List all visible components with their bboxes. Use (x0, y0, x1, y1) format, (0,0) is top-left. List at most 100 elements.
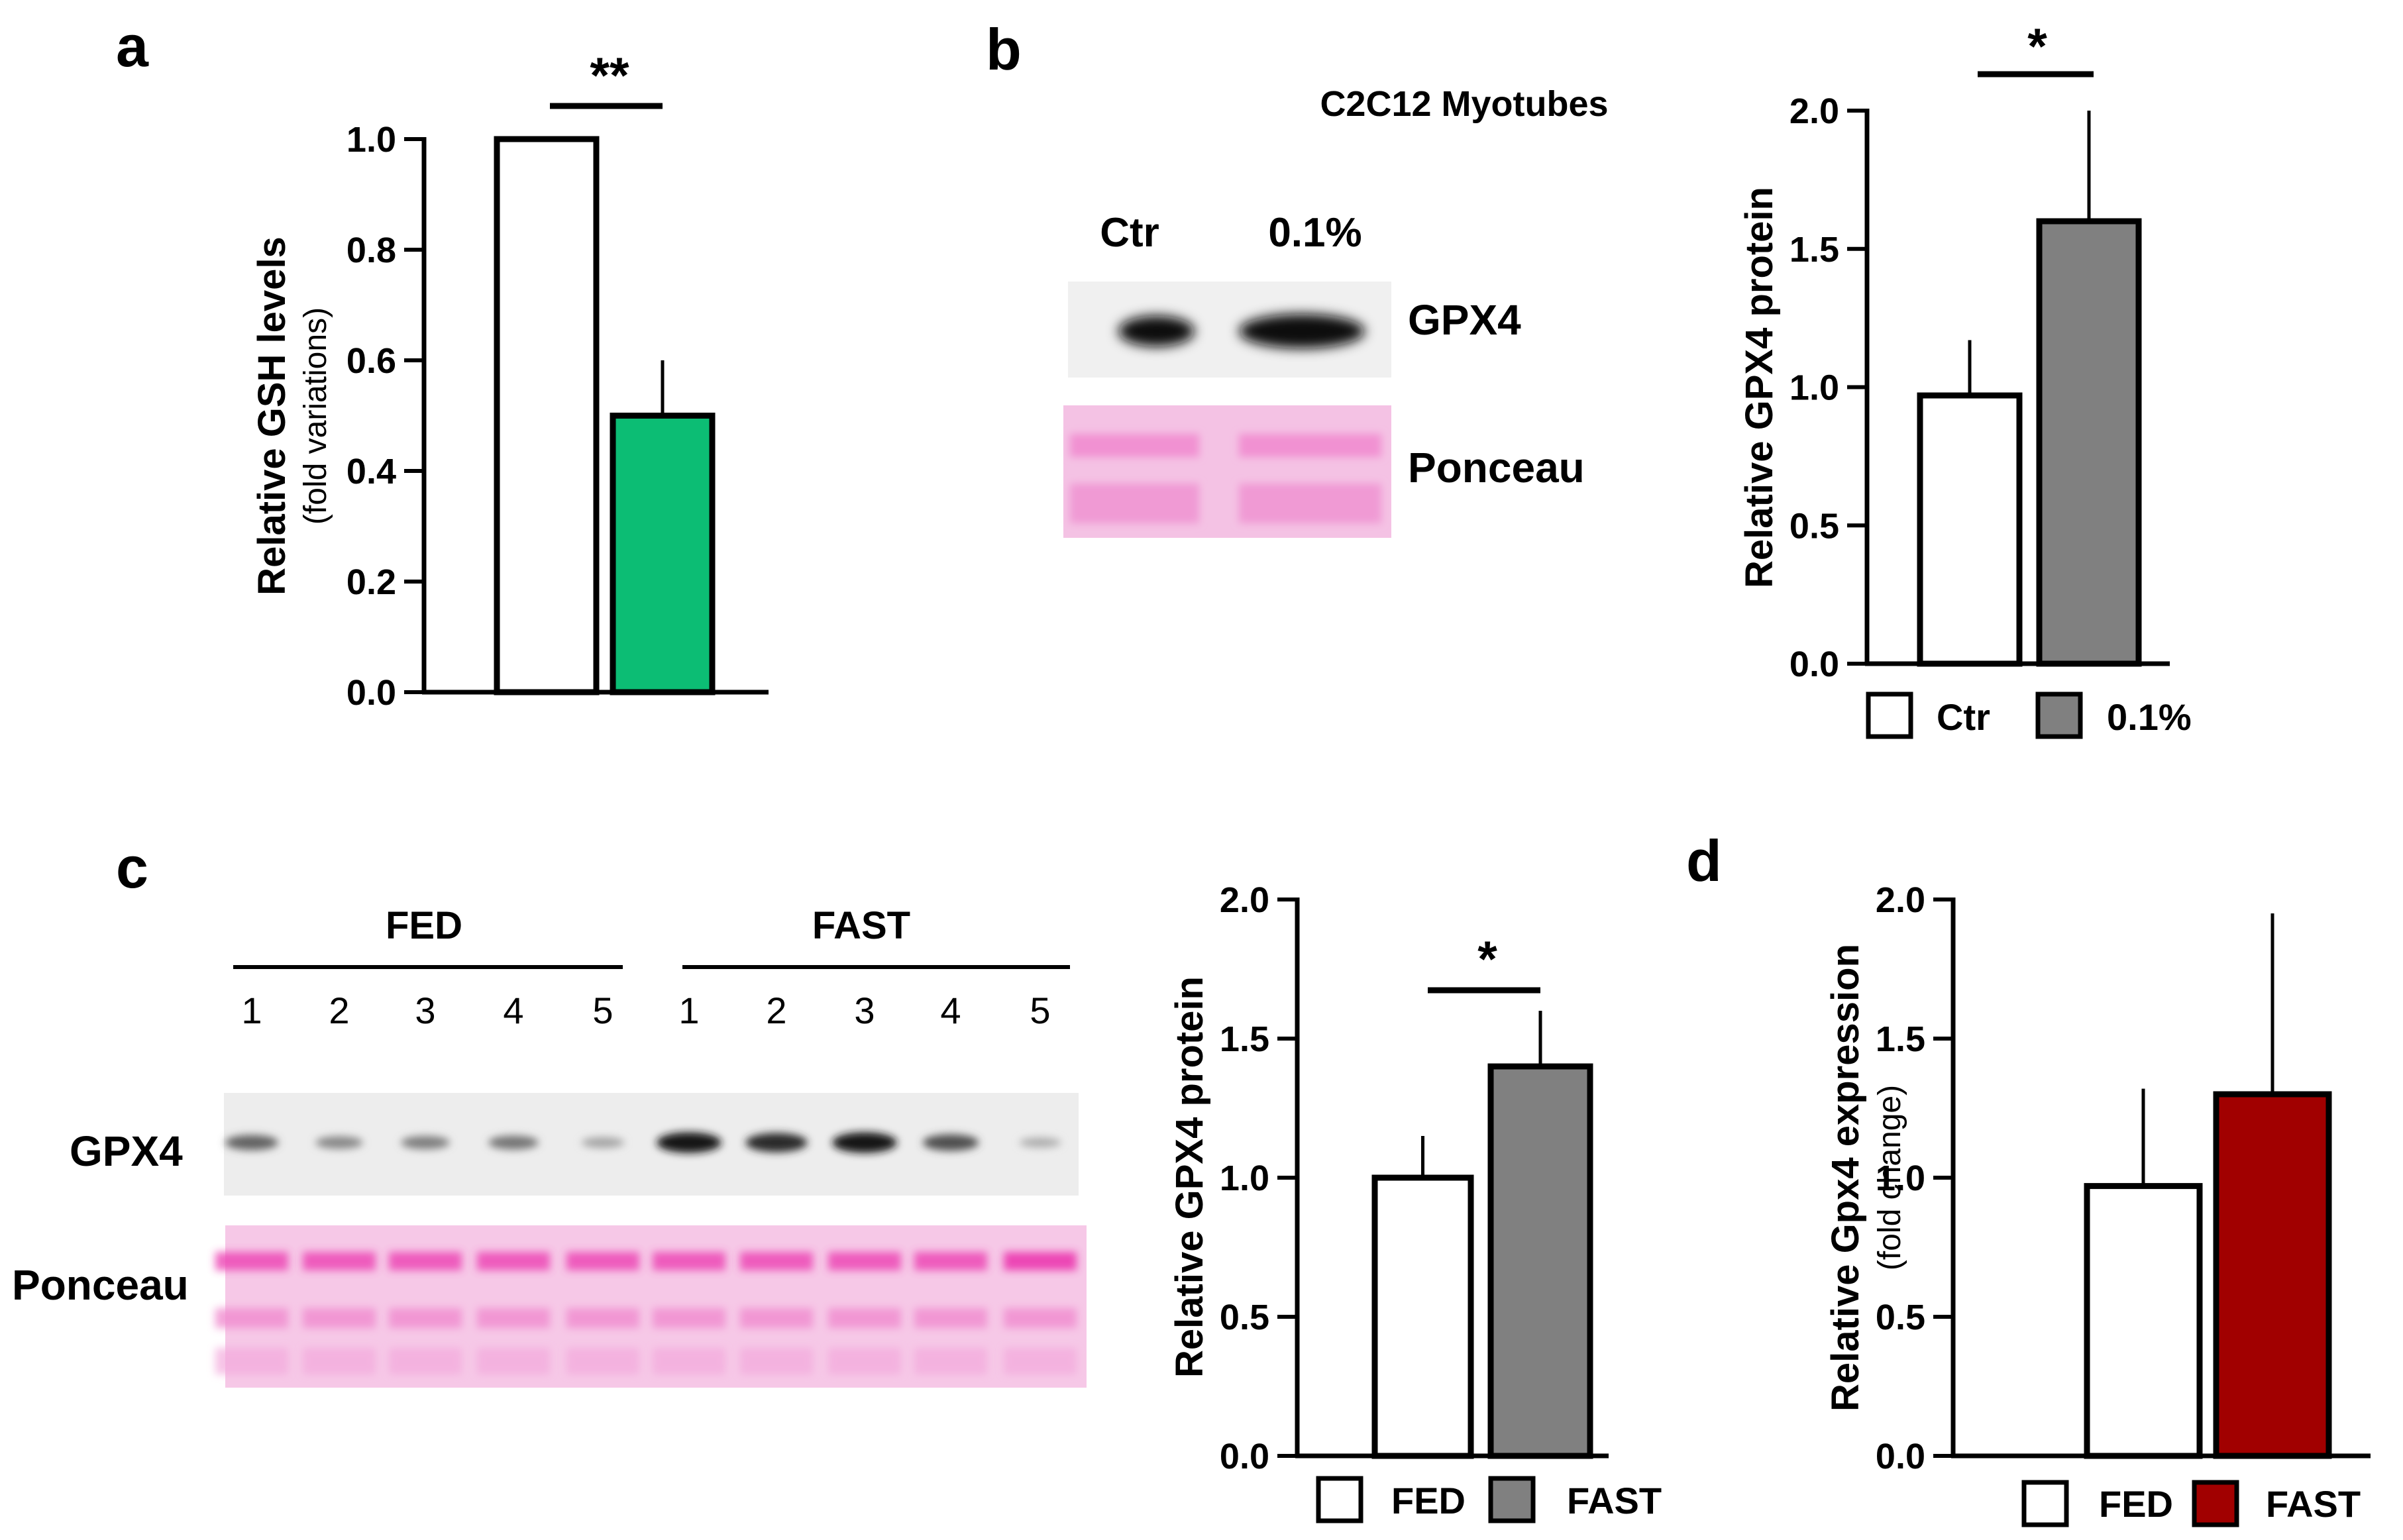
y-tick-label: 0.0 (1789, 644, 1839, 684)
y-tick-label: 2.0 (1220, 880, 1269, 920)
y-tick-label: 1.5 (1876, 1019, 1925, 1059)
blot-c-lane-number: 3 (854, 990, 875, 1031)
blot-c-ponceau-band (477, 1308, 550, 1328)
blot-c-ponceau-strip (215, 1225, 1087, 1388)
legend-label-ctr: Ctr (1937, 696, 1990, 738)
bar-fed (1371, 1174, 1474, 1459)
blot-c-band (315, 1136, 363, 1149)
blot-c-ponceau-band (477, 1348, 550, 1374)
blot-c-ponceau-band (477, 1252, 550, 1270)
y-tick-label: 1.0 (1876, 1158, 1925, 1198)
blot-c-ponceau-band (914, 1308, 987, 1328)
blot-c-ponceau-band (653, 1348, 725, 1374)
bar-treated (610, 413, 716, 695)
legend-swatch-fast (1488, 1476, 1536, 1523)
legend-label-fed: FED (2099, 1483, 2173, 1525)
panel-letter-d: d (1686, 828, 1722, 894)
blot-b-title: C2C12 Myotubes (1320, 84, 1608, 124)
blot-c-band (225, 1135, 279, 1151)
blot-c-lane-number: 4 (940, 990, 961, 1031)
chart-a-ylabel: Relative GSH levels (250, 236, 294, 595)
blot-c-ponceau-band (389, 1348, 462, 1374)
chart-c: 0.00.51.01.52.0 Relative GPX4 protein * … (1168, 880, 1662, 1523)
blot-c-band (581, 1137, 625, 1148)
y-tick-label: 1.0 (1220, 1158, 1269, 1198)
legend-swatch-fed (2021, 1480, 2069, 1527)
bar-fast (1487, 1063, 1593, 1459)
bar-control (494, 136, 600, 695)
blot-c-band (745, 1133, 808, 1153)
blot-c-ponceau-band (566, 1308, 639, 1328)
y-tick-label: 0.0 (347, 673, 396, 713)
bar-fed (2084, 1183, 2203, 1459)
blot-c-lane-number: 5 (1030, 990, 1050, 1031)
blot-c-ponceau-band (828, 1348, 901, 1374)
panel-letter-c: c (116, 835, 148, 900)
y-tick-label: 0.0 (1876, 1437, 1925, 1476)
blot-c-ponceau-band (740, 1348, 813, 1374)
blot-c-ponceau-band (653, 1252, 725, 1270)
blot-c-ponceau-band (303, 1252, 376, 1270)
legend-label-fast: FAST (1567, 1480, 1662, 1521)
blot-b-label-gpx4: GPX4 (1408, 296, 1521, 344)
blot-c-ponceau-band (828, 1252, 901, 1270)
blot-c-ponceau-band (740, 1252, 813, 1270)
chart-b-significance: * (2027, 19, 2047, 75)
legend-swatch-ctr (1866, 692, 1913, 739)
blot-c-band (922, 1134, 979, 1151)
chart-c-significance: * (1477, 931, 1497, 988)
legend-label-treated: 0.1% (2107, 696, 2192, 738)
legend-label-fast: FAST (2266, 1483, 2361, 1525)
blot-c-ponceau-band (914, 1252, 987, 1270)
blot-b-band (1118, 315, 1195, 347)
blot-c-ponceau-band (215, 1252, 288, 1270)
y-tick-label: 0.4 (347, 452, 396, 491)
blot-b-ponceau-strip (1063, 405, 1391, 538)
chart-a: 0.0 0.2 0.4 0.6 0.8 1.0 Relative GSH levels (… (250, 48, 769, 713)
blot-c-ponceau-band (740, 1308, 813, 1328)
blot-c-group-fed: FED (386, 904, 462, 947)
western-blot-c: FED FAST 1 2 3 4 5 1 2 3 4 5 GPX4 Ponceau (12, 904, 1087, 1388)
blot-c-ponceau-band (1004, 1252, 1077, 1270)
chart-a-ylabel-sub: (fold variations) (298, 307, 333, 525)
western-blot-b: C2C12 Myotubes Ctr 0.1% GPX4 Ponceau (1063, 84, 1609, 538)
blot-c-lane-number: 1 (241, 990, 262, 1031)
y-tick-label: 1.5 (1789, 230, 1839, 270)
blot-c-lane-number: 4 (503, 990, 523, 1031)
blot-c-ponceau-band (389, 1308, 462, 1328)
blot-c-band (1019, 1137, 1061, 1148)
blot-c-label-gpx4: GPX4 (70, 1127, 183, 1175)
blot-b-band (1239, 314, 1365, 348)
y-tick-label: 0.5 (1220, 1298, 1269, 1337)
legend-swatch-fast (2192, 1480, 2239, 1527)
blot-b-lane-treated: 0.1% (1268, 210, 1362, 256)
y-tick-label: 0.8 (347, 231, 396, 270)
y-tick-label: 0.0 (1220, 1437, 1269, 1476)
y-tick-label: 2.0 (1789, 91, 1839, 131)
blot-c-lane-number: 3 (415, 990, 435, 1031)
chart-c-ylabel: Relative GPX4 protein (1168, 976, 1211, 1378)
chart-d-ylabel-sub: (fold change) (1872, 1085, 1907, 1270)
blot-c-band (832, 1132, 897, 1153)
blot-c-lane-number: 1 (678, 990, 699, 1031)
y-tick-label: 0.2 (347, 562, 396, 602)
blot-c-ponceau-band (914, 1348, 987, 1374)
y-tick-label: 2.0 (1876, 880, 1925, 920)
blot-c-lane-number: 2 (329, 990, 349, 1031)
blot-c-ponceau-band (566, 1252, 639, 1270)
chart-b: 0.00.51.01.52.0 Relative GPX4 protein * … (1738, 19, 2192, 739)
blot-c-group-fast: FAST (812, 904, 910, 947)
blot-c-ponceau-band (389, 1252, 462, 1270)
legend-swatch-fed (1316, 1476, 1363, 1523)
blot-c-band (488, 1135, 539, 1150)
chart-b-ylabel: Relative GPX4 protein (1738, 187, 1781, 588)
blot-c-band (657, 1132, 721, 1153)
blot-b-lane-ctr: Ctr (1100, 210, 1159, 256)
blot-c-band (401, 1136, 450, 1149)
y-tick-label: 1.0 (347, 120, 396, 160)
chart-d: 0.0 0.5 1.0 1.5 2.0 Relative Gpx4 expression… (1824, 880, 2371, 1527)
blot-b-label-ponceau: Ponceau (1408, 444, 1585, 491)
bar-ctr (1917, 392, 2023, 667)
blot-c-ponceau-band (828, 1308, 901, 1328)
